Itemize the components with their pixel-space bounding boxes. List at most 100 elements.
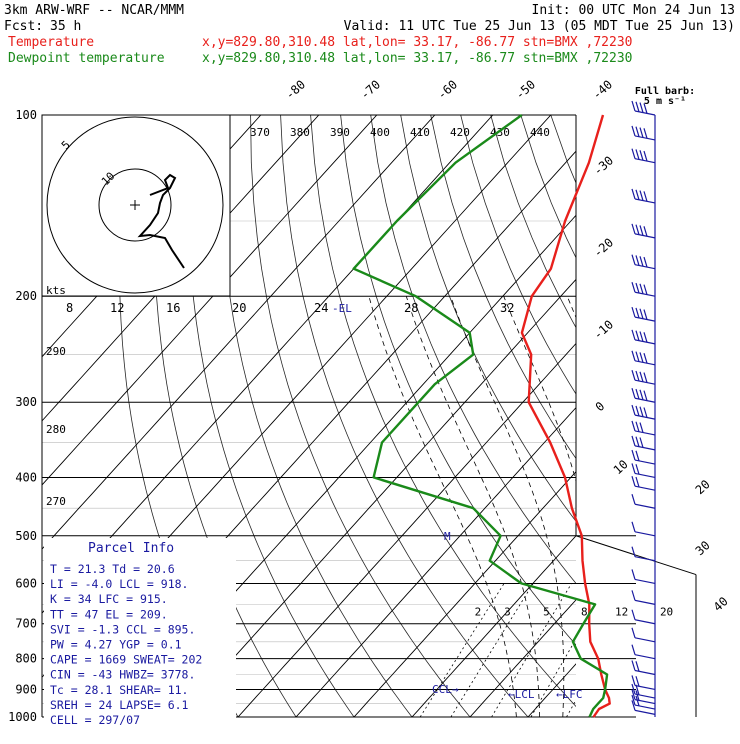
- pressure-label: 600: [15, 576, 37, 590]
- wind-barb-staff: [634, 503, 656, 509]
- isotherm-line: [644, 115, 740, 717]
- isotherm-label: 20: [693, 477, 713, 497]
- wind-barb-flag: [631, 188, 636, 200]
- theta-label: 280: [46, 423, 66, 436]
- isotherm-label: -70: [358, 77, 383, 102]
- wind-barb: [631, 148, 656, 164]
- wind-barb-staff: [634, 619, 656, 625]
- parcel-info-row: PW = 4.27 YGP = 0.1: [50, 638, 182, 652]
- temperature-coords: x,y=829.80,310.48 lat,lon= 33.17, -86.77…: [202, 35, 632, 50]
- full-barb-title: Full barb:: [635, 86, 695, 97]
- wind-barb-staff: [634, 316, 656, 322]
- wind-barb-flag: [639, 225, 644, 236]
- mixing-ratio-label: 20: [660, 606, 673, 619]
- hodograph-ring-outer: [46, 116, 224, 294]
- hodograph-trace: [137, 173, 185, 269]
- wind-barb-flag: [631, 306, 636, 318]
- wind-barb-flag: [635, 405, 640, 417]
- model-title: 3km ARW-WRF -- NCAR/MMM: [4, 3, 184, 18]
- parcel-info-row: CELL = 297/07: [50, 713, 140, 727]
- wind-barb: [631, 329, 656, 345]
- wind-barb-flag: [631, 148, 636, 159]
- dry-adiabat: [370, 115, 576, 585]
- wind-barb-column: [631, 100, 656, 717]
- temperature-profile: [520, 114, 611, 718]
- wind-barb-flag: [643, 332, 648, 343]
- wind-barb: [631, 188, 656, 204]
- wind-barb: [631, 476, 656, 491]
- wind-barb-flag: [639, 371, 644, 382]
- wind-barb-flag: [631, 404, 636, 416]
- wind-barb-flag: [631, 476, 636, 487]
- theta-e-label: 370: [250, 126, 270, 139]
- wind-barb-flag: [635, 126, 640, 137]
- wind-barb: [631, 569, 656, 585]
- level-label: ←LFC: [556, 688, 583, 701]
- pressure-label: 900: [15, 682, 37, 696]
- wind-barb-flag: [631, 282, 636, 293]
- wind-barb-flag: [635, 330, 640, 341]
- level-label: ←LCL: [508, 688, 535, 701]
- wind-barb-flag: [643, 390, 648, 401]
- mixing-ratio-label: 5: [543, 606, 550, 619]
- wind-barb-flag: [635, 464, 640, 475]
- isotherm-line: [702, 115, 740, 717]
- dry-adiabat: [550, 115, 576, 185]
- wind-barb: [631, 420, 656, 436]
- wind-barb-staff: [634, 669, 656, 676]
- wind-barb-staff: [634, 291, 656, 297]
- right-axis-slant: [575, 535, 697, 576]
- dewpoint-legend: Dewpoint temperature: [8, 51, 165, 66]
- parcel-info-row: LI = -4.0 LCL = 918.: [50, 577, 188, 591]
- dry-adiabat: [671, 115, 740, 717]
- wind-barb: [631, 627, 656, 643]
- wind-barb-flag: [643, 309, 648, 320]
- wind-barb: [631, 463, 656, 479]
- fcst-value: 35 h: [50, 19, 81, 34]
- wind-barb-flag: [643, 284, 648, 295]
- theta-label: 270: [46, 495, 66, 508]
- mixing-ratio-line: [419, 583, 505, 717]
- wind-barb-staff: [634, 430, 656, 436]
- wind-barb-staff: [634, 693, 656, 699]
- temperature-legend: Temperature: [8, 35, 94, 50]
- wind-barb-flag: [639, 352, 644, 363]
- mixing-ratio-label: 8: [581, 606, 588, 619]
- wind-barb-flag: [639, 331, 644, 342]
- wind-barb-flag: [635, 690, 640, 701]
- isotherm-line: [42, 115, 436, 550]
- wind-barb: [631, 675, 656, 691]
- wind-barb-flag: [631, 370, 636, 381]
- wind-barb-flag: [635, 351, 640, 362]
- wind-barb-flag: [639, 256, 644, 267]
- wind-barb-flag: [639, 127, 644, 138]
- wind-barb: [631, 700, 656, 715]
- parcel-info-row: CIN = -43 HWBZ= 3778.: [50, 668, 195, 682]
- wind-barb-flag: [635, 450, 640, 462]
- wind-barb-flag: [631, 254, 636, 265]
- wind-barb: [631, 306, 656, 322]
- parcel-info-row: T = 21.3 Td = 20.6: [50, 562, 175, 576]
- dewpoint-coords: x,y=829.80,310.48 lat,lon= 33.17, -86.77…: [202, 51, 632, 66]
- wind-barb-flag: [635, 255, 640, 266]
- dry-adiabat: [280, 115, 529, 717]
- wind-barb-staff: [634, 414, 656, 420]
- parcel-info-row: SREH = 24 LAPSE= 6.1: [50, 698, 189, 712]
- wind-barb-flag: [631, 125, 636, 137]
- mixing-ratio-line: [530, 638, 576, 717]
- wind-barb-flag: [631, 627, 636, 638]
- wind-barb-flag: [643, 150, 648, 162]
- isotherm-label: -10: [591, 317, 616, 342]
- dry-adiabat: [340, 115, 576, 646]
- wind-barb-flag: [635, 370, 640, 382]
- dry-adiabat: [430, 115, 576, 460]
- wind-barb-flag: [643, 226, 648, 237]
- wind-barb-staff: [634, 397, 656, 403]
- dry-adiabat: [641, 115, 740, 717]
- wind-barb-flag: [631, 694, 636, 706]
- wind-barb-flag: [635, 149, 640, 160]
- wind-barb-staff: [634, 379, 656, 385]
- level-label: CCL→: [432, 683, 459, 696]
